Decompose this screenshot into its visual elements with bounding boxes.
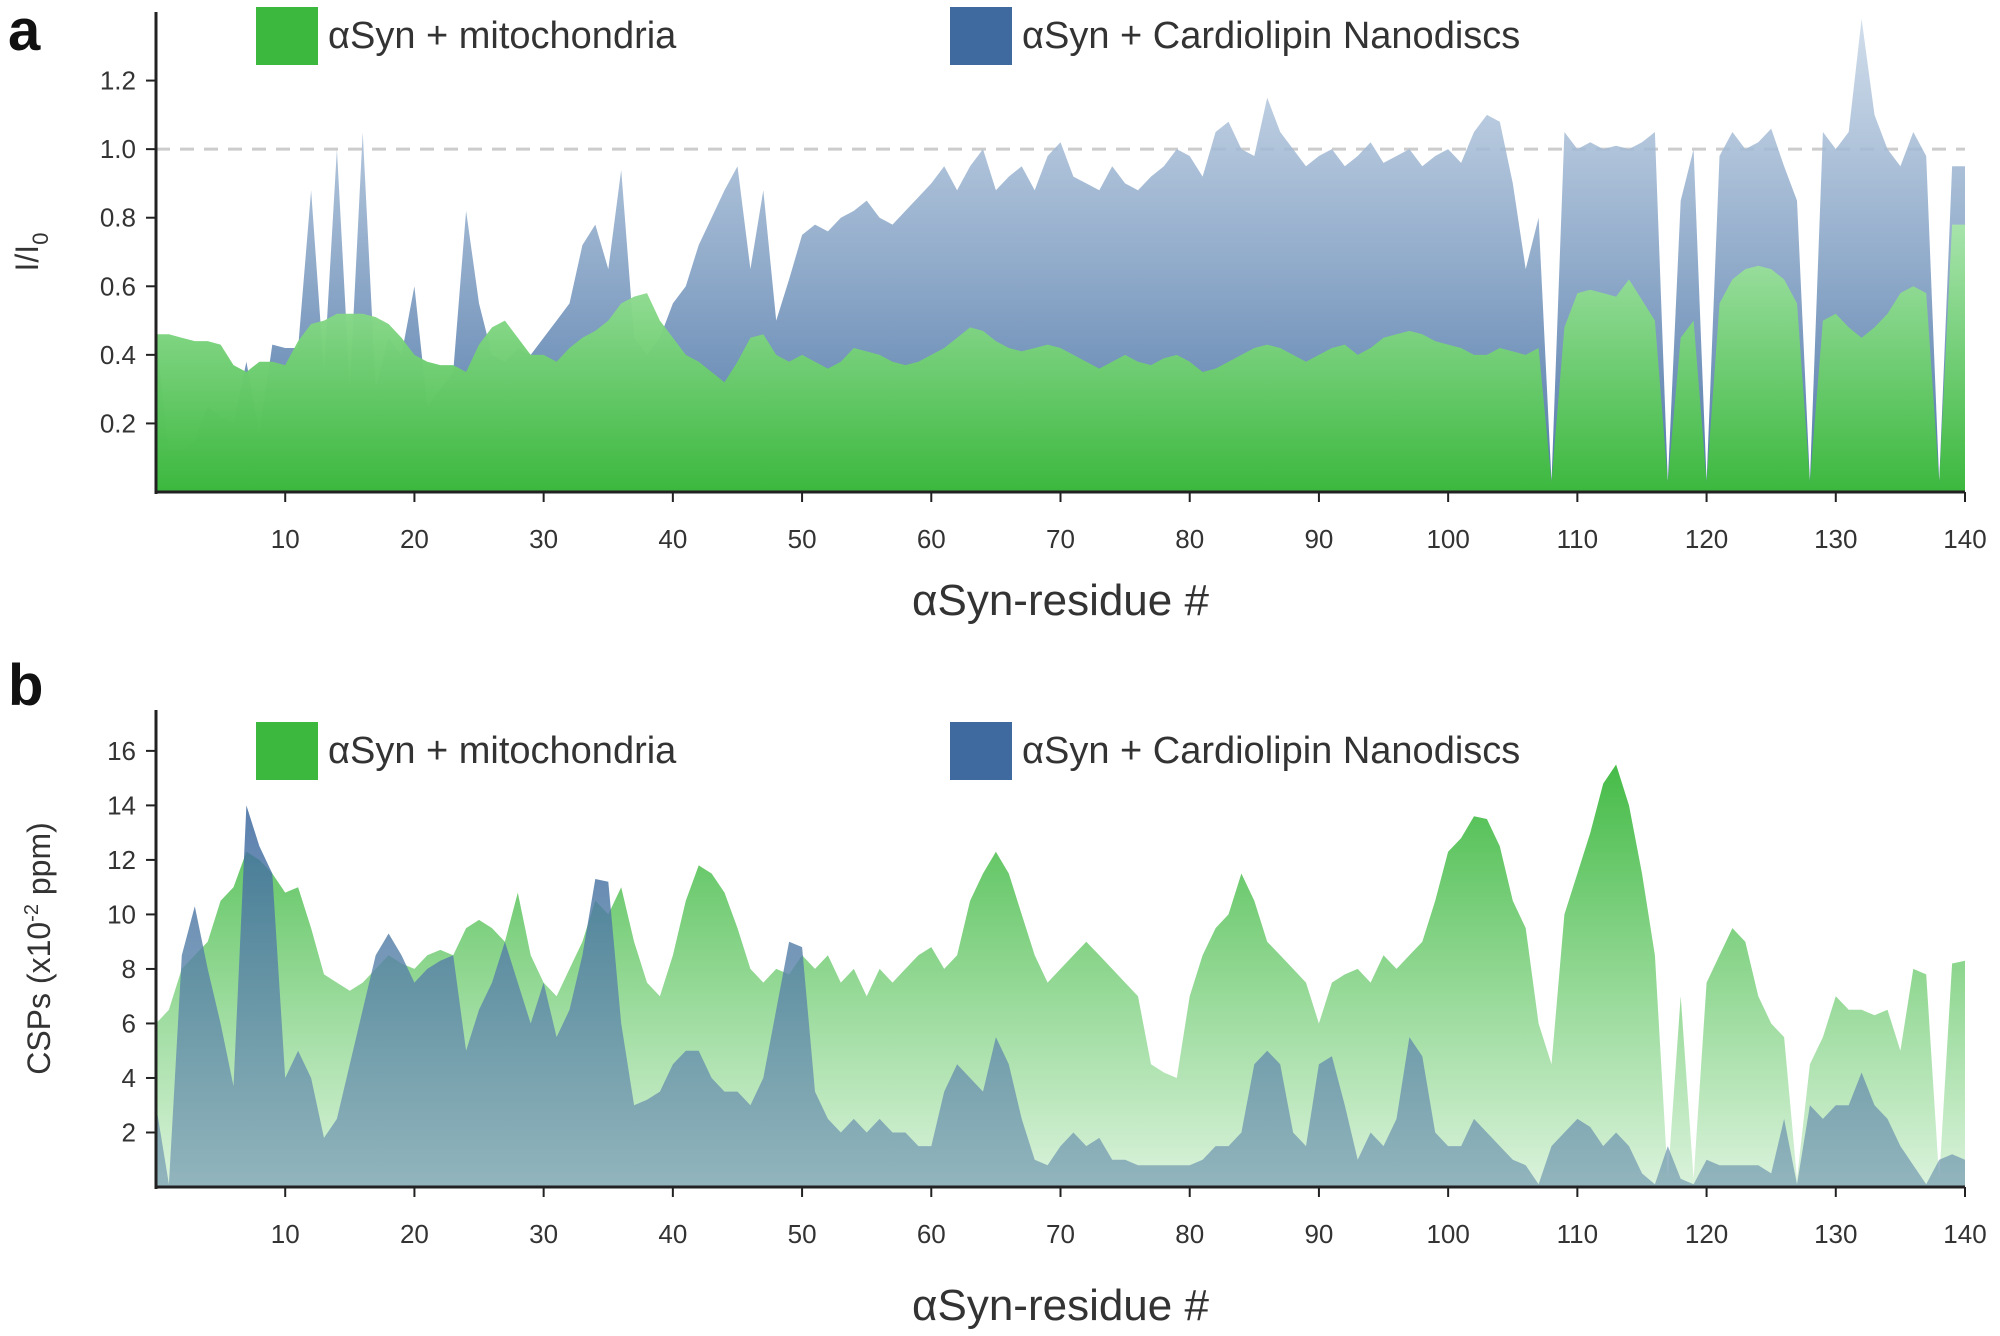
x-tick-label: 40 (658, 1219, 687, 1249)
panel-a: 10 20 30 40 50 60 70 80 90 100 110 120 130 140 0.2 0.4 0… (8, 0, 1987, 625)
y-tick-label: 4 (122, 1063, 136, 1093)
legend-label: αSyn + mitochondria (328, 730, 677, 772)
x-tick-label: 100 (1426, 524, 1469, 554)
x-tick-label: 20 (400, 524, 429, 554)
legend-label: αSyn + Cardiolipin Nanodiscs (1022, 15, 1520, 57)
x-tick-label: 80 (1175, 1219, 1204, 1249)
x-tick-label: 90 (1304, 1219, 1333, 1249)
x-tick-label: 10 (271, 524, 300, 554)
y-axis-title-subscript: 0 (28, 233, 53, 245)
x-tick-label: 30 (529, 1219, 558, 1249)
y-axis-title: CSPs (x10-2 ppm) (21, 822, 57, 1075)
y-tick-label: 10 (107, 899, 136, 929)
legend-label: αSyn + mitochondria (328, 15, 677, 57)
x-tick-label: 40 (658, 524, 687, 554)
area-series-mitochondria (156, 224, 1965, 492)
y-axis-title-main: I/I (9, 245, 45, 272)
y-tick-label: 2 (122, 1117, 136, 1147)
x-tick-label: 100 (1426, 1219, 1469, 1249)
y-tick-label: 14 (107, 790, 136, 820)
x-tick-label: 110 (1557, 524, 1598, 554)
x-tick-label: 120 (1685, 1219, 1728, 1249)
x-tick-label: 110 (1557, 1219, 1598, 1249)
x-tick-label: 70 (1046, 524, 1075, 554)
legend-swatch (256, 722, 318, 780)
x-tick-label: 10 (271, 1219, 300, 1249)
x-tick-label: 50 (788, 524, 817, 554)
y-tick-label: 12 (107, 845, 136, 875)
y-tick-label: 6 (122, 1008, 136, 1038)
x-tick-label: 50 (788, 1219, 817, 1249)
panel-b: 10 20 30 40 50 60 70 80 90 100 110 120 130 140 2 4 6 8 10 1… (8, 653, 1987, 1330)
y-axis-title-superscript: -2 (21, 904, 43, 922)
y-tick-label: 1.0 (100, 134, 136, 164)
x-tick-label: 130 (1814, 524, 1857, 554)
x-tick-label: 120 (1685, 524, 1728, 554)
x-axis-title: αSyn-residue # (912, 1281, 1209, 1330)
x-axis-title: αSyn-residue # (912, 576, 1209, 625)
y-tick-label: 0.6 (100, 271, 136, 301)
x-tick-label: 90 (1304, 524, 1333, 554)
x-tick-label: 30 (529, 524, 558, 554)
x-tick-label: 140 (1943, 1219, 1986, 1249)
y-tick-label: 1.2 (100, 66, 136, 96)
y-tick-label: 0.2 (100, 408, 136, 438)
legend-swatch (950, 7, 1012, 65)
y-tick-label: 0.8 (100, 203, 136, 233)
x-tick-label: 80 (1175, 524, 1204, 554)
x-tick-label: 60 (917, 524, 946, 554)
x-tick-label: 60 (917, 1219, 946, 1249)
area-series-cardiolipin (156, 805, 1965, 1187)
y-axis-title-end: ppm) (21, 822, 57, 904)
y-axis-title: I/I0 (9, 233, 53, 272)
y-tick-label: 8 (122, 954, 136, 984)
legend-label: αSyn + Cardiolipin Nanodiscs (1022, 730, 1520, 772)
panel-letter: a (8, 0, 41, 63)
legend-swatch (256, 7, 318, 65)
y-axis-title-main: CSPs (x10 (21, 922, 57, 1075)
y-tick-label: 0.4 (100, 340, 136, 370)
legend-swatch (950, 722, 1012, 780)
x-tick-label: 20 (400, 1219, 429, 1249)
y-tick-label: 16 (107, 736, 136, 766)
x-tick-label: 70 (1046, 1219, 1075, 1249)
x-tick-label: 130 (1814, 1219, 1857, 1249)
panel-letter: b (8, 653, 43, 718)
x-tick-label: 140 (1943, 524, 1986, 554)
